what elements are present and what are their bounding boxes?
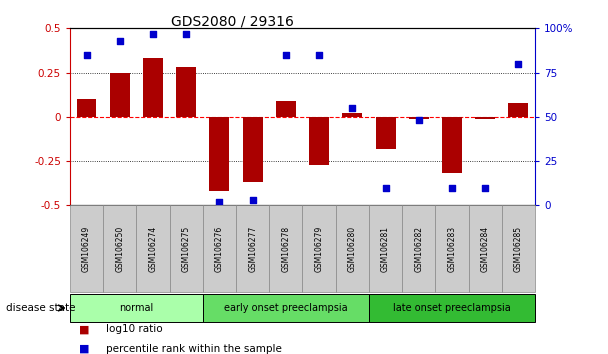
Bar: [309, 117, 329, 165]
Text: GSM106283: GSM106283: [447, 225, 457, 272]
Bar: [442, 117, 462, 173]
Bar: [475, 117, 495, 119]
Bar: [508, 103, 528, 117]
Point: [447, 185, 457, 190]
Bar: [176, 67, 196, 117]
Point: [281, 52, 291, 58]
Point: [81, 52, 91, 58]
Point: [480, 185, 490, 190]
Text: ■: ■: [79, 324, 89, 334]
Text: GSM106282: GSM106282: [414, 226, 423, 272]
Bar: [276, 101, 296, 117]
Text: GSM106285: GSM106285: [514, 225, 523, 272]
Bar: [77, 99, 97, 117]
Text: GSM106275: GSM106275: [182, 225, 191, 272]
Point: [347, 105, 357, 111]
Point: [181, 31, 191, 36]
Text: disease state: disease state: [6, 303, 75, 313]
Text: normal: normal: [119, 303, 153, 313]
Text: GSM106250: GSM106250: [116, 225, 124, 272]
Point: [248, 197, 258, 203]
Point: [148, 31, 158, 36]
Point: [414, 118, 424, 123]
Text: late onset preeclampsia: late onset preeclampsia: [393, 303, 511, 313]
Point: [381, 185, 390, 190]
Bar: [110, 73, 130, 117]
Text: percentile rank within the sample: percentile rank within the sample: [106, 344, 282, 354]
Text: ■: ■: [79, 344, 89, 354]
Text: GSM106280: GSM106280: [348, 225, 357, 272]
Bar: [143, 58, 163, 117]
Text: GSM106279: GSM106279: [314, 225, 323, 272]
Point: [314, 52, 324, 58]
Text: GDS2080 / 29316: GDS2080 / 29316: [171, 14, 294, 28]
Text: early onset preeclampsia: early onset preeclampsia: [224, 303, 348, 313]
Text: GSM106276: GSM106276: [215, 225, 224, 272]
Bar: [342, 113, 362, 117]
Text: GSM106249: GSM106249: [82, 225, 91, 272]
Text: GSM106281: GSM106281: [381, 226, 390, 272]
Point: [115, 38, 125, 44]
Point: [215, 199, 224, 205]
Bar: [243, 117, 263, 182]
Bar: [376, 117, 395, 149]
Bar: [209, 117, 229, 191]
Text: log10 ratio: log10 ratio: [106, 324, 163, 334]
Bar: [409, 117, 429, 119]
Text: GSM106284: GSM106284: [481, 225, 489, 272]
Text: GSM106277: GSM106277: [248, 225, 257, 272]
Text: GSM106278: GSM106278: [282, 225, 291, 272]
Text: GSM106274: GSM106274: [148, 225, 157, 272]
Point: [514, 61, 523, 67]
